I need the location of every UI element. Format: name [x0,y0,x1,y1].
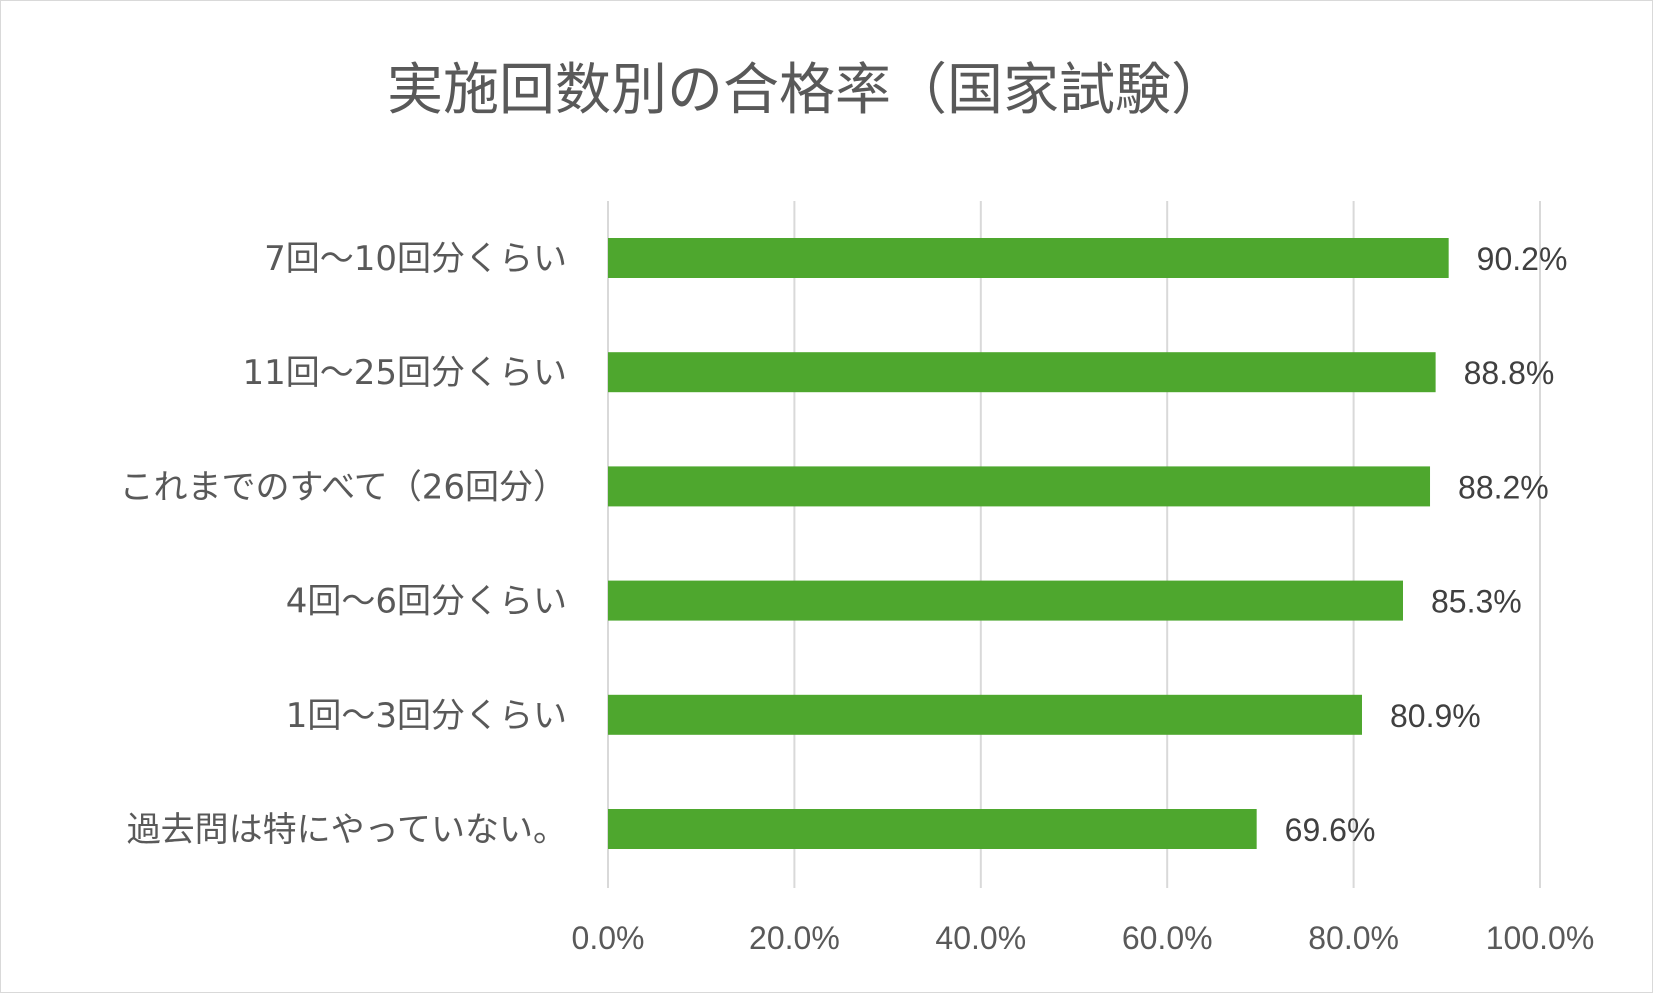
x-tick-label: 40.0% [935,920,1026,956]
data-label: 88.2% [1458,469,1549,505]
x-tick-label: 60.0% [1122,920,1213,956]
data-labels: 90.2% 88.8% 88.2% 85.3% 80.9% 69.6% [1285,241,1568,848]
data-label: 85.3% [1431,584,1522,620]
chart-title: 実施回数別の合格率（国家試験） [387,58,1227,123]
bar [608,238,1449,278]
category-label: 過去問は特にやっていない。 [127,810,567,850]
category-label: 4回～6回分くらい [286,582,567,622]
data-label: 80.9% [1390,698,1481,734]
bars [608,238,1449,849]
category-label: 1回～3回分くらい [286,696,567,736]
data-label: 88.8% [1464,355,1555,391]
x-tick-label: 20.0% [749,920,840,956]
category-label: 11回～25回分くらい [242,353,567,393]
category-label: これまでのすべて（26回分） [119,467,567,507]
x-axis-tick-labels: 0.0% 20.0% 40.0% 60.0% 80.0% 100.0% [572,920,1595,956]
bar [608,694,1362,735]
x-tick-label: 100.0% [1486,920,1595,956]
x-tick-label: 80.0% [1308,920,1399,956]
x-tick-label: 0.0% [572,920,645,956]
gridlines [607,201,1541,888]
category-label: 7回～10回分くらい [264,239,567,279]
bar [608,580,1403,621]
data-label: 69.6% [1285,812,1376,848]
bar [608,466,1431,507]
data-label: 90.2% [1477,241,1568,277]
bar [608,352,1436,393]
bar [608,809,1257,849]
